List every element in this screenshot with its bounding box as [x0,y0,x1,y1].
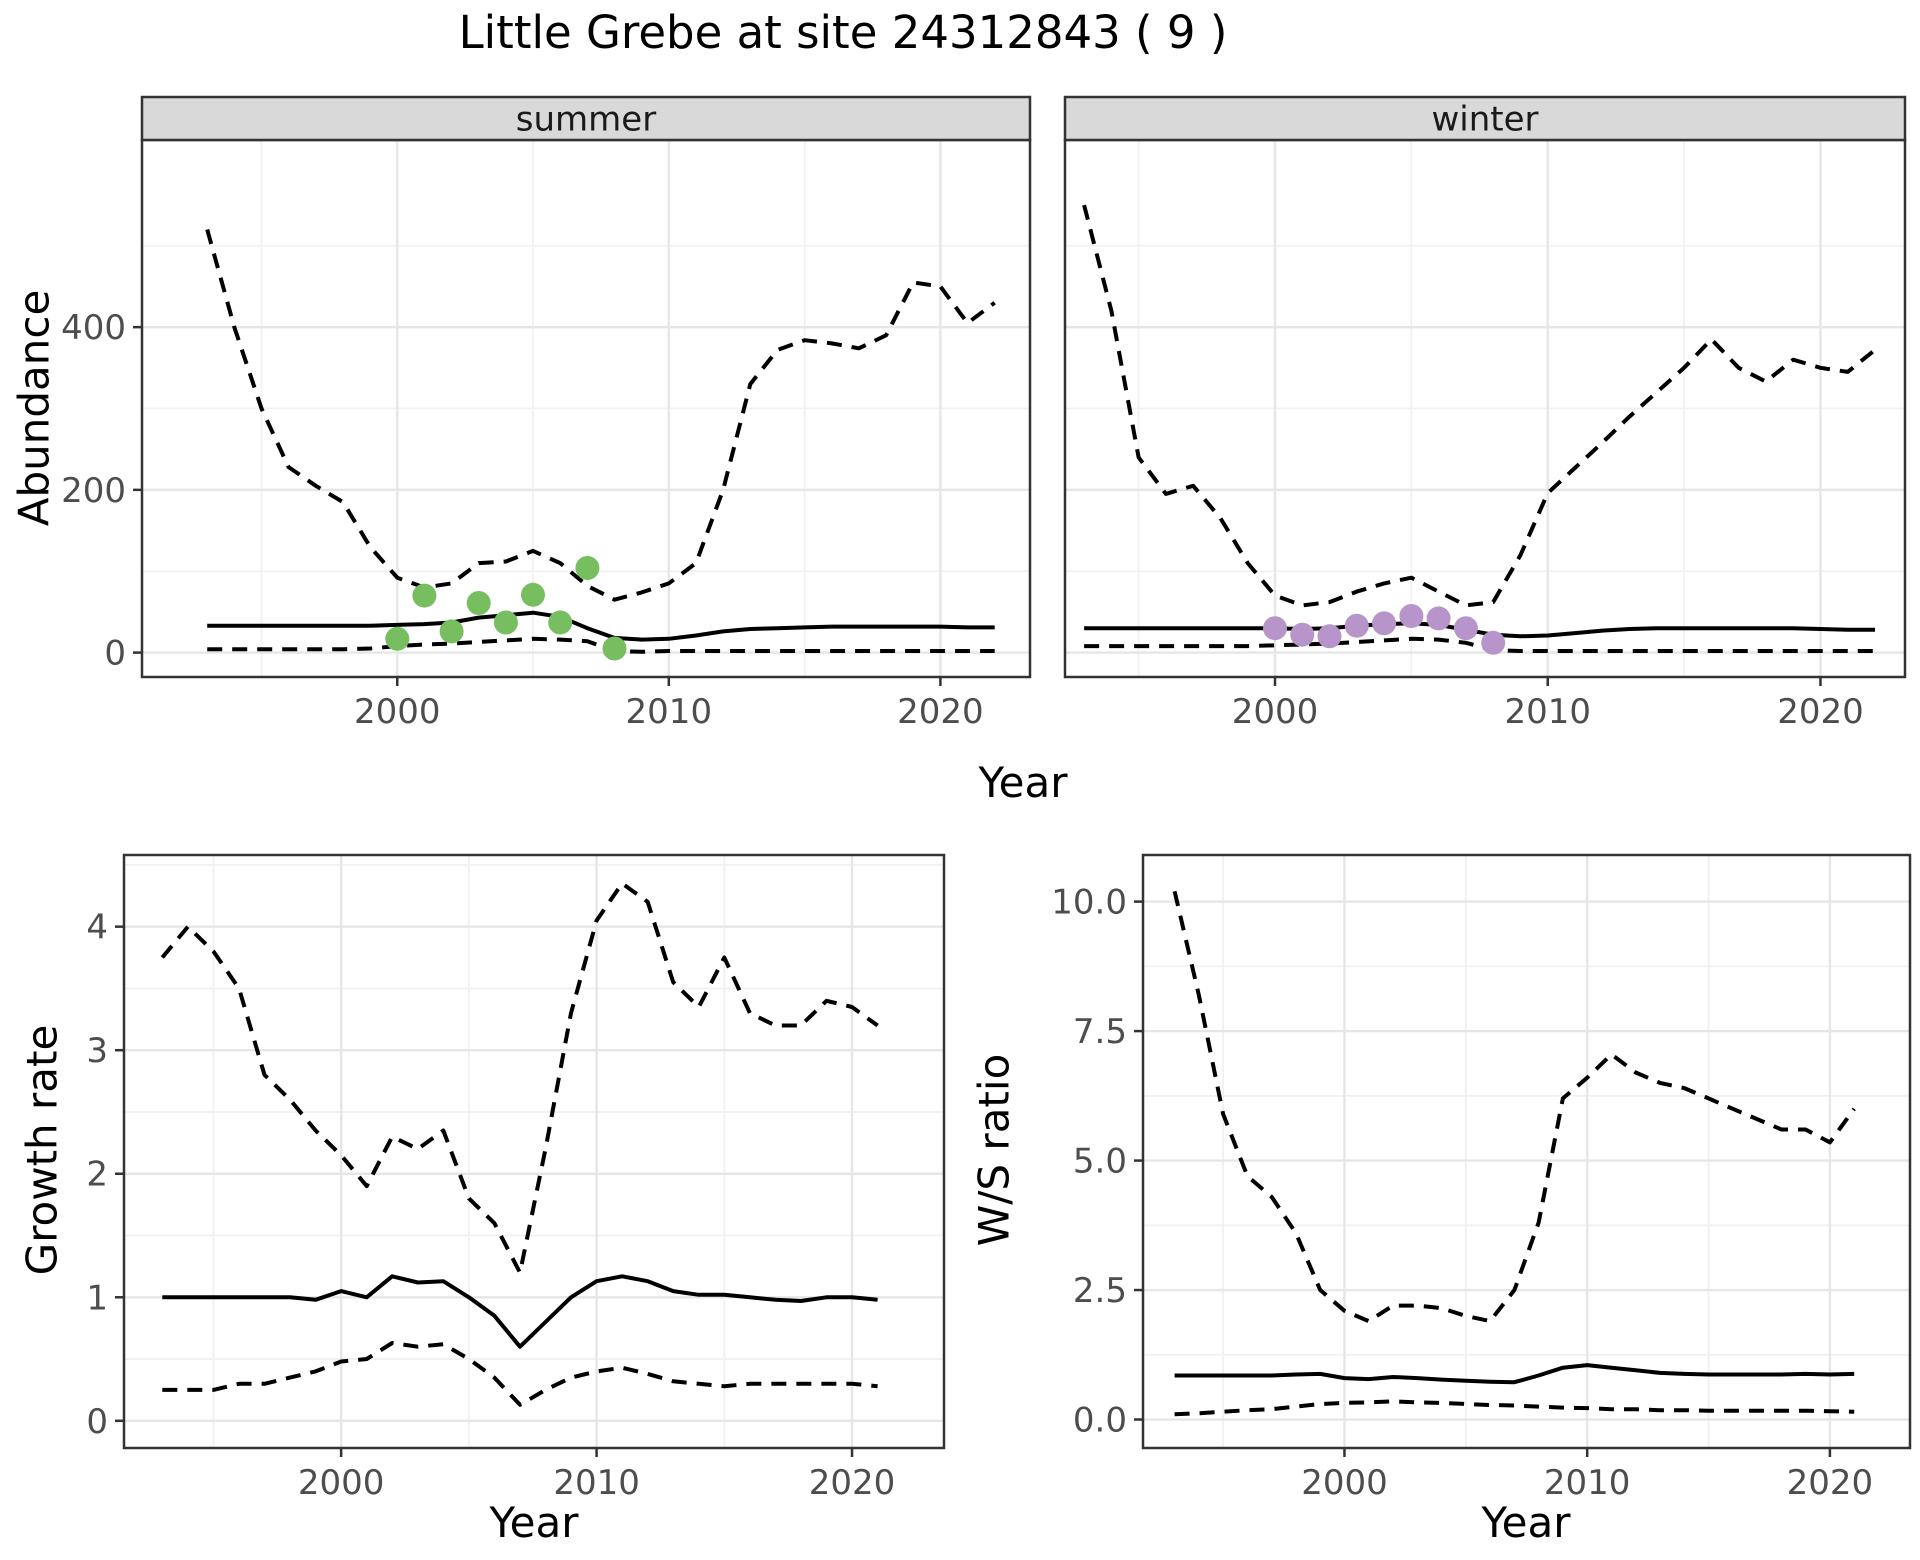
data-point [1372,611,1397,636]
x-tick-label: 2020 [1787,1463,1874,1503]
x-tick-label: 2010 [553,1463,640,1503]
x-tick-label: 2000 [354,692,441,732]
median-solid-line [1174,1363,1855,1385]
y-tick-label: 3 [86,1031,108,1071]
x-axis-label-year-ws: Year [1481,1498,1571,1547]
ws-ratio-chart: 2000 2010 2020 0.0 2.5 5.0 7.5 10.0 [1051,853,1912,1503]
y-tick-label: 0 [104,634,126,674]
x-tick-label: 2010 [1504,692,1591,732]
y-tick-label: 200 [61,471,126,511]
data-point [602,636,627,661]
panel-background [1143,855,1910,1448]
summer-abundance-chart: 2000 2010 2020 0 200 400 summer [61,95,1032,732]
lower-ci-dashed-line [1174,1399,1855,1417]
y-tick-label: 0 [86,1402,108,1442]
y-tick-label: 2.5 [1073,1271,1127,1311]
panel-border [122,853,946,1450]
data-point [1399,604,1424,628]
x-tick-label: 2020 [1777,692,1864,732]
x-tick-label: 2010 [1544,1463,1631,1503]
median-solid-line [162,1274,878,1349]
y-tick-label: 10.0 [1051,883,1127,923]
panel-border [1141,853,1912,1450]
y-tick-label: 5.0 [1073,1142,1127,1182]
data-point [575,556,600,580]
data-point [1481,630,1506,655]
y-tick-label: 400 [61,308,126,348]
median-solid-line [1084,621,1875,639]
median-solid-line [207,610,995,642]
upper-ci-dashed-line [1082,204,1877,608]
x-tick-label: 2000 [298,1463,385,1503]
x-tick-label: 2010 [626,692,713,732]
growth-rate-chart: 2000 2010 2020 0 1 2 3 4 [86,853,946,1503]
facet-strip [1063,95,1907,142]
facet-strip-label: summer [516,100,656,140]
facet-strip-label: winter [1431,100,1538,140]
upper-ci-dashed-line [205,228,996,602]
y-tick-label: 7.5 [1073,1012,1127,1052]
upper-ci-dashed-line [1172,890,1856,1324]
data-point [439,619,464,644]
facet-strip [140,95,1032,142]
data-point [548,610,573,635]
x-axis-label-year-top: Year [978,758,1068,807]
x-tick-label: 2020 [897,692,984,732]
x-tick-label: 2020 [809,1463,896,1503]
data-point [1317,624,1342,649]
data-point [521,582,545,607]
x-axis-label-year-growth: Year [489,1498,579,1547]
y-tick-label: 4 [86,908,108,948]
panel-background [124,855,944,1448]
plot-title: Little Grebe at site 24312843 ( 9 ) [458,6,1228,59]
data-point [466,591,491,615]
data-point [1426,606,1451,631]
y-tick-label: 2 [86,1155,108,1195]
y-tick-label: 1 [86,1278,108,1318]
winter-abundance-chart: 2000 2010 2020 winter [1063,95,1907,732]
data-point [1290,622,1315,647]
data-point [493,610,518,635]
data-point [385,626,410,651]
data-point [1453,616,1478,641]
upper-ci-dashed-line [160,881,879,1275]
lower-ci-dashed-line [1084,636,1875,653]
data-point [1344,613,1369,638]
data-point [412,583,437,608]
lower-ci-dashed-line [162,1341,878,1407]
x-tick-label: 2000 [1232,692,1319,732]
data-point [1263,616,1287,641]
lower-ci-dashed-line [207,636,995,654]
y-tick-label: 0.0 [1073,1401,1127,1441]
x-tick-label: 2000 [1301,1463,1388,1503]
